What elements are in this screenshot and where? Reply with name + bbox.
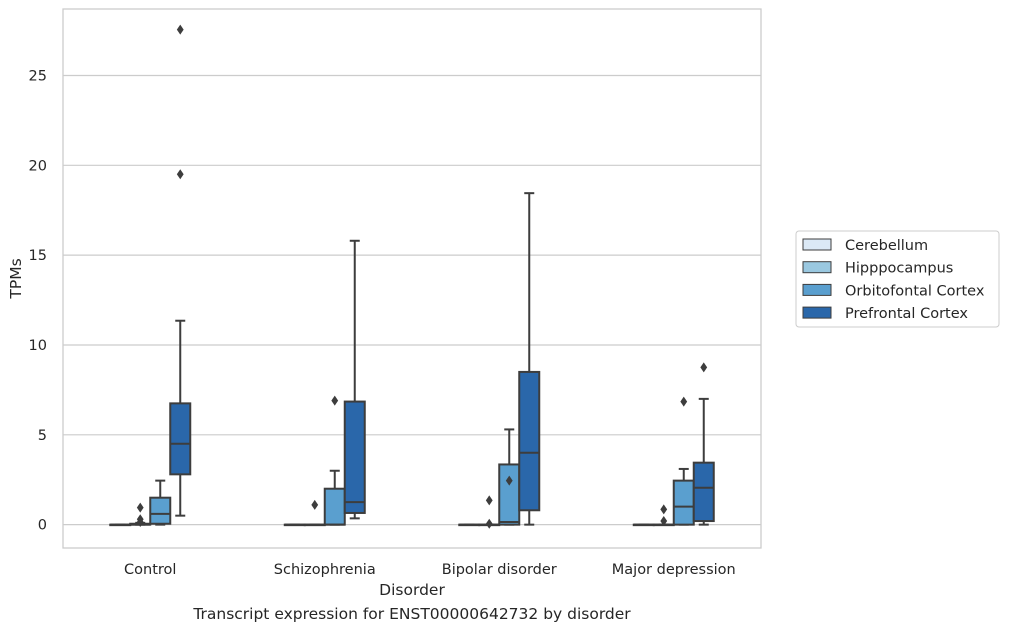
outlier-point <box>311 499 319 510</box>
box-group <box>672 396 695 526</box>
legend: Cerebellum Hipppocampus Orbitofontal Corte… <box>795 230 1000 328</box>
outlier-point <box>660 516 668 527</box>
box-group <box>498 428 521 526</box>
box <box>169 402 192 476</box>
box <box>498 463 521 526</box>
outlier-point <box>680 396 688 407</box>
box-group <box>343 239 366 520</box>
box-group <box>478 495 501 529</box>
legend-swatch <box>802 261 832 274</box>
y-tick-label: 20 <box>29 158 47 174</box>
legend-entry-label: Hipppocampus <box>845 261 953 277</box>
outlier-point <box>700 362 708 373</box>
figure-caption: Transcript expression for ENST0000064273… <box>193 605 631 623</box>
box-group <box>323 395 346 526</box>
legend-swatch <box>802 283 832 296</box>
box <box>343 400 366 514</box>
x-tick-label: Bipolar disorder <box>442 562 557 578</box>
box <box>323 487 346 526</box>
x-tick-label: Schizophrenia <box>274 562 376 578</box>
y-tick-label: 25 <box>29 68 47 84</box>
box-group <box>149 479 172 526</box>
legend-swatch <box>802 306 832 319</box>
box <box>692 461 715 523</box>
box-group <box>652 504 675 527</box>
legend-swatch <box>802 238 832 251</box>
y-tick-label: 10 <box>29 338 47 354</box>
outlier-point <box>485 518 493 529</box>
box-group <box>458 523 481 527</box>
outlier-point <box>505 475 513 486</box>
legend-frame <box>795 230 1000 328</box>
box <box>149 496 172 525</box>
box-group <box>518 192 541 526</box>
y-axis-label: TPMs <box>7 258 25 299</box>
x-tick-label: Control <box>124 562 176 578</box>
y-tick-label: 5 <box>38 428 47 444</box>
outlier-point <box>176 24 184 35</box>
outlier-point <box>176 169 184 180</box>
x-tick-labels: Control Schizophrenia Bipolar disorder Majo… <box>124 562 736 578</box>
box-group <box>283 523 306 527</box>
x-tick-label: Major depression <box>612 562 736 578</box>
box-group <box>692 362 715 526</box>
box-group <box>169 24 192 517</box>
x-axis-label: Disorder <box>379 581 445 599</box>
y-tick-label: 0 <box>38 518 47 534</box>
outlier-point <box>136 516 144 527</box>
box <box>518 370 541 512</box>
box <box>672 479 695 526</box>
outlier-point <box>485 495 493 506</box>
outlier-point <box>331 395 339 406</box>
box-group <box>632 523 655 527</box>
outlier-point <box>136 502 144 513</box>
legend-entry-label: Cerebellum <box>845 238 928 254</box>
plot-frame <box>62 8 762 549</box>
legend-entry-label: Orbitofontal Cortex <box>845 283 985 299</box>
y-tick-label: 15 <box>29 248 47 264</box>
box-group <box>109 523 132 527</box>
boxes <box>109 24 715 529</box>
legend-entry-label: Prefrontal Cortex <box>845 306 968 322</box>
outlier-point <box>660 504 668 515</box>
y-tick-labels: 0 5 10 15 20 25 <box>29 68 47 533</box>
